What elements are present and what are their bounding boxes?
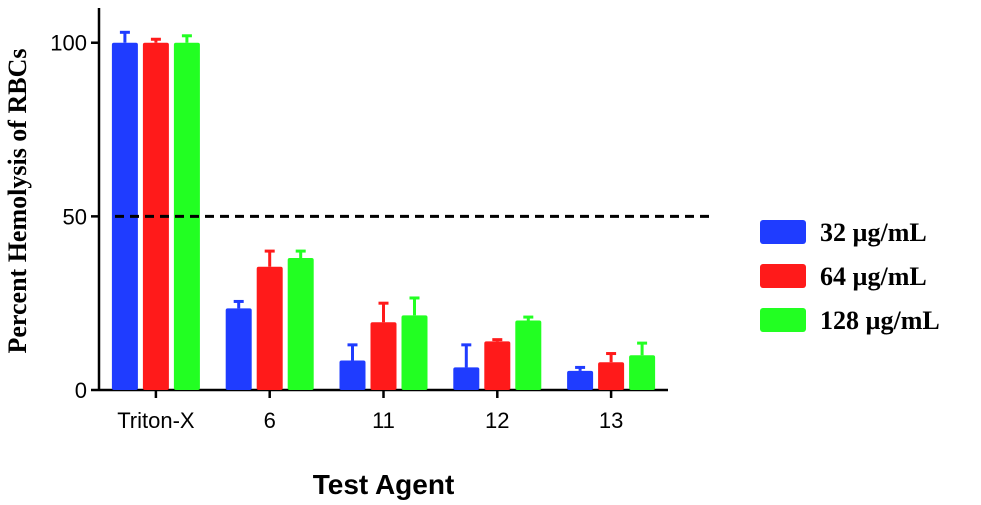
- bar: [401, 315, 428, 390]
- legend-label: 32 µg/mL: [820, 218, 927, 247]
- y-ticks: 0 50 100: [50, 31, 99, 403]
- x-tick-label: 11: [372, 408, 395, 433]
- bar: [287, 258, 314, 390]
- bar: [567, 370, 594, 390]
- bar: [484, 341, 511, 390]
- x-tick-label: 6: [264, 408, 276, 433]
- y-tick-label: 0: [75, 378, 87, 403]
- bar: [256, 266, 283, 390]
- y-axis-label: Percent Hemolysis of RBCs: [3, 49, 32, 354]
- bar: [370, 322, 397, 390]
- x-tick-label: 12: [485, 408, 509, 433]
- bars: [111, 30, 656, 391]
- legend-swatch: [760, 220, 806, 244]
- bar: [339, 360, 366, 390]
- legend-swatch: [760, 264, 806, 288]
- x-ticks: Triton-X 6 11 12 13: [117, 390, 623, 433]
- y-tick-label: 100: [50, 31, 87, 56]
- y-tick-label: 50: [63, 204, 87, 229]
- bar: [515, 320, 542, 390]
- x-tick-label: 13: [599, 408, 623, 433]
- bar: [629, 355, 656, 390]
- legend: 32 µg/mL 64 µg/mL 128 µg/mL: [760, 218, 940, 335]
- legend-label: 128 µg/mL: [820, 306, 940, 335]
- bar: [173, 42, 200, 391]
- legend-swatch: [760, 308, 806, 332]
- bar: [598, 362, 625, 390]
- legend-label: 64 µg/mL: [820, 262, 927, 291]
- x-tick-label: Triton-X: [117, 408, 195, 433]
- bar: [225, 308, 252, 390]
- bar: [453, 367, 480, 390]
- x-axis-label: Test Agent: [313, 469, 455, 500]
- bar: [142, 42, 169, 391]
- bar: [111, 42, 138, 391]
